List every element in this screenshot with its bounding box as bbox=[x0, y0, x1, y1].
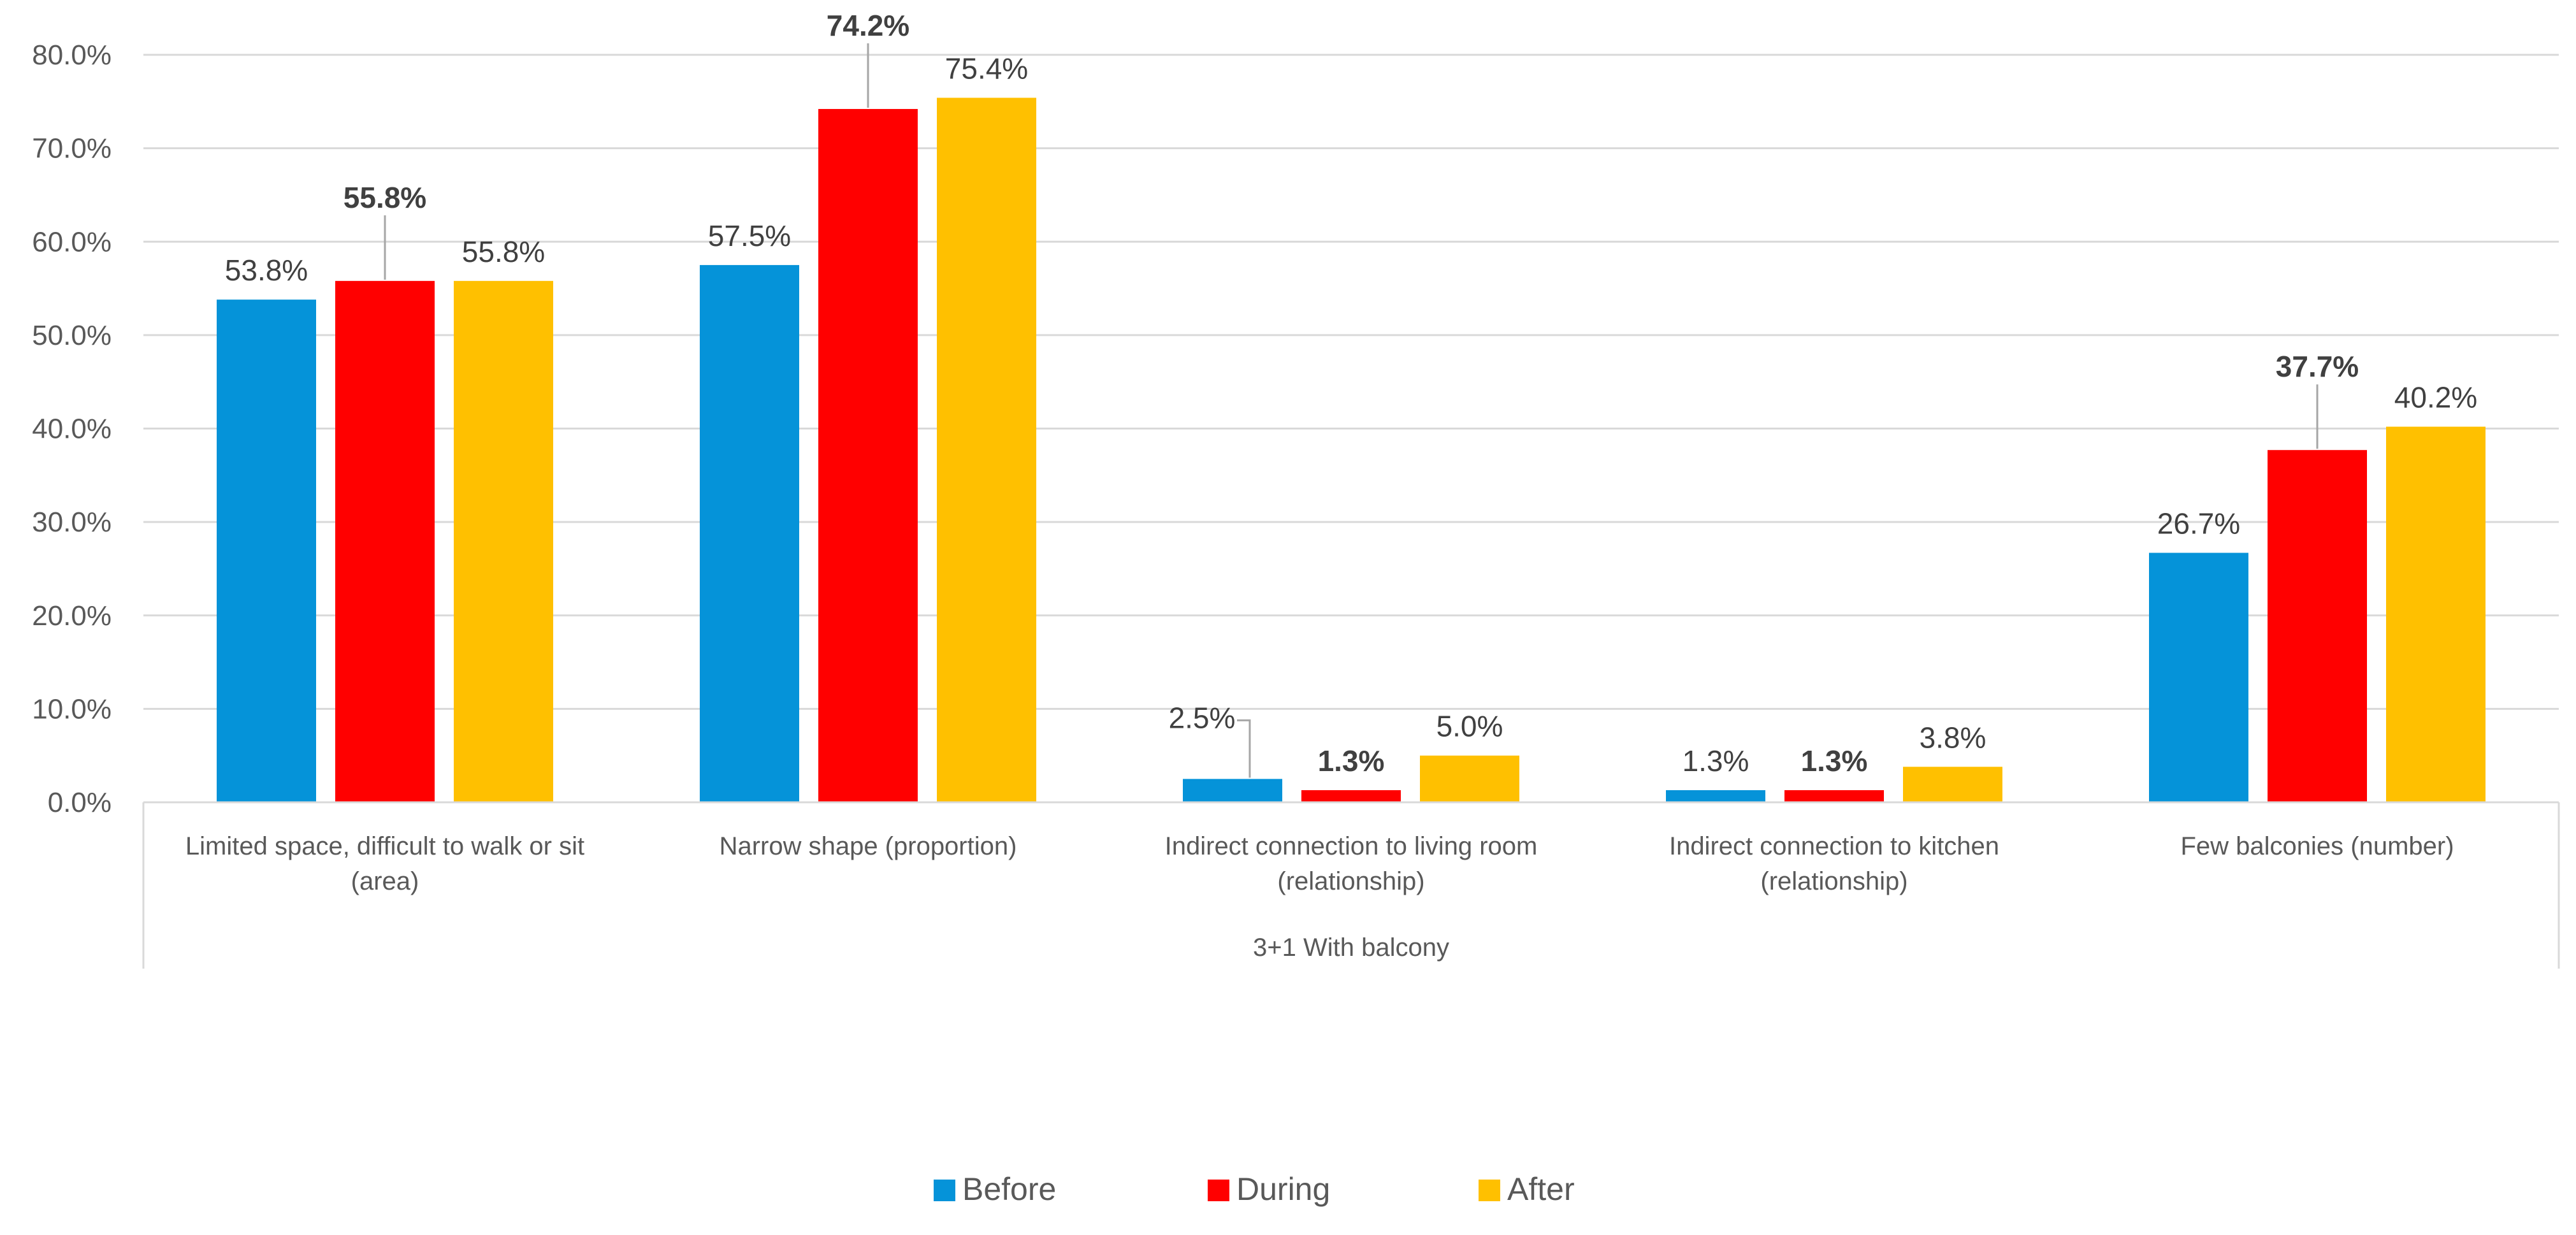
bar-before bbox=[1183, 779, 1282, 802]
legend-label-before: Before bbox=[962, 1171, 1056, 1207]
legend-swatch-before bbox=[934, 1180, 955, 1201]
data-label-during: 37.7% bbox=[2276, 350, 2359, 383]
x-tick-label: Few balconies (number) bbox=[2180, 832, 2454, 860]
label-leader-lines bbox=[384, 43, 2319, 778]
legend-label-during: During bbox=[1236, 1171, 1330, 1207]
x-axis: Limited space, difficult to walk or sit (… bbox=[142, 801, 2560, 969]
x-tick-label: Narrow shape (proportion) bbox=[720, 832, 1017, 860]
data-label-before: 53.8% bbox=[225, 254, 308, 287]
bar-before bbox=[2149, 552, 2248, 802]
data-labels: 53.8% 55.8% 55.8% 57.5% 74.2% 75.4% 2.5% 1.3% 5.… bbox=[225, 9, 2477, 777]
bar-before bbox=[700, 264, 799, 802]
data-label-after: 5.0% bbox=[1436, 710, 1503, 743]
y-tick-label: 20.0% bbox=[32, 600, 112, 632]
legend: Before During After bbox=[934, 1171, 1575, 1207]
data-label-after: 3.8% bbox=[1920, 721, 1986, 754]
x-tick-label: (relationship) bbox=[1277, 867, 1424, 895]
x-tick-label: Limited space, difficult to walk or sit bbox=[185, 832, 584, 860]
bar-after bbox=[1903, 767, 2002, 802]
y-axis-ticks: 0.0% 10.0% 20.0% 30.0% 40.0% 50.0% 60.0% 70.0% 8… bbox=[32, 40, 112, 818]
data-label-after: 40.2% bbox=[2394, 381, 2477, 414]
leader-line bbox=[1237, 719, 1251, 778]
legend-label-after: After bbox=[1507, 1171, 1575, 1207]
data-label-during: 74.2% bbox=[827, 9, 909, 42]
data-label-before: 2.5% bbox=[1169, 701, 1236, 734]
bar-during bbox=[1784, 790, 1884, 802]
bar-before bbox=[217, 300, 316, 803]
data-label-during: 1.3% bbox=[1801, 744, 1868, 777]
bar-during bbox=[335, 280, 435, 802]
y-tick-label: 40.0% bbox=[32, 414, 112, 445]
bar-after bbox=[1420, 755, 1519, 802]
bar-after bbox=[937, 98, 1036, 802]
data-label-during: 55.8% bbox=[344, 181, 426, 214]
x-tick-label: Indirect connection to living room bbox=[1165, 832, 1538, 860]
bar-before bbox=[1666, 790, 1765, 802]
x-tick-label: (area) bbox=[351, 867, 419, 895]
x-tick-label: Indirect connection to kitchen bbox=[1669, 832, 1999, 860]
y-tick-label: 0.0% bbox=[48, 787, 112, 818]
data-label-after: 75.4% bbox=[945, 52, 1028, 85]
x-tick-label: (relationship) bbox=[1760, 867, 1907, 895]
x-group-label: 3+1 With balcony bbox=[1253, 934, 1449, 962]
y-tick-label: 50.0% bbox=[32, 320, 112, 351]
bar-during bbox=[1301, 790, 1401, 802]
bar-after bbox=[454, 280, 553, 802]
y-tick-label: 60.0% bbox=[32, 226, 112, 257]
bar-during bbox=[818, 109, 918, 803]
y-tick-label: 30.0% bbox=[32, 507, 112, 538]
legend-swatch-during bbox=[1208, 1180, 1229, 1201]
data-label-before: 26.7% bbox=[2157, 507, 2240, 540]
data-label-before: 57.5% bbox=[708, 219, 791, 252]
data-label-during: 1.3% bbox=[1318, 744, 1385, 777]
bar-during bbox=[2268, 450, 2367, 802]
bars bbox=[217, 98, 2486, 803]
data-label-after: 55.8% bbox=[462, 235, 545, 268]
y-tick-label: 10.0% bbox=[32, 693, 112, 725]
legend-swatch-after bbox=[1479, 1180, 1500, 1201]
bar-after bbox=[2386, 426, 2486, 802]
data-label-before: 1.3% bbox=[1682, 744, 1749, 777]
y-tick-label: 70.0% bbox=[32, 133, 112, 164]
y-tick-label: 80.0% bbox=[32, 40, 112, 71]
